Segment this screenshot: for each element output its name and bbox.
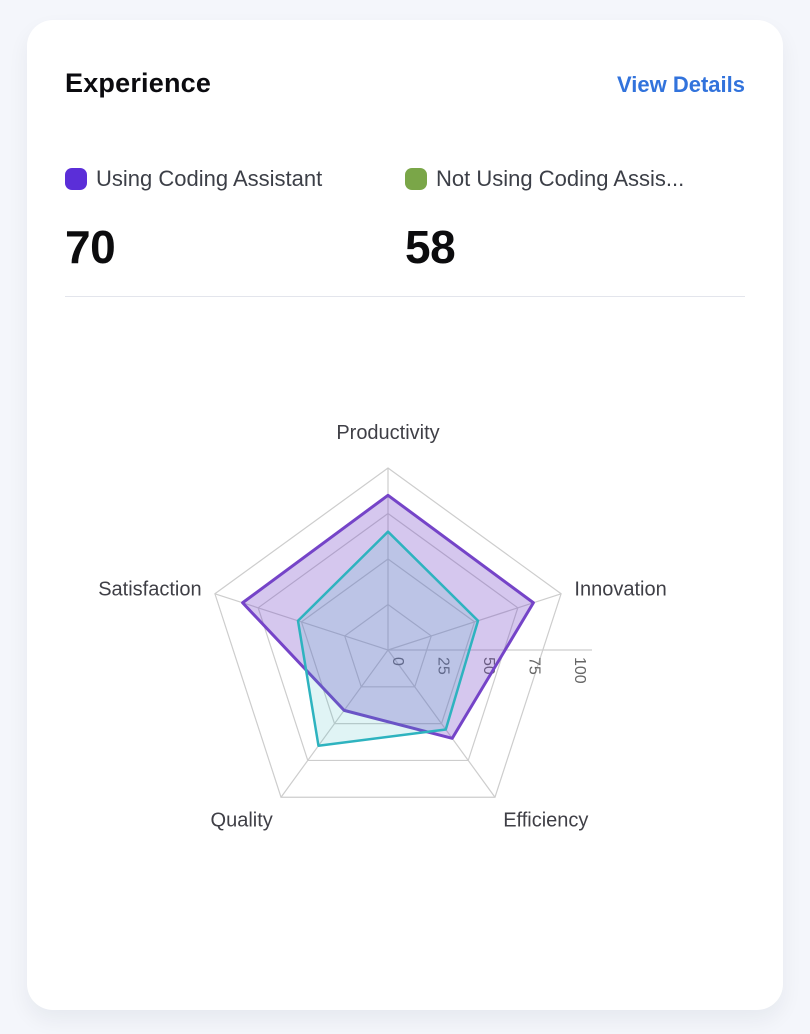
radar-axis-label-satisfaction: Satisfaction	[98, 578, 201, 600]
legend-item-using-coding-assistant: Using Coding Assistant 70	[65, 164, 405, 272]
divider	[65, 296, 745, 297]
radar-grid-ring	[344, 603, 432, 688]
legend-label: Using Coding Assistant	[96, 166, 323, 191]
legend-row: Using Coding Assistant	[65, 164, 405, 194]
radar-axis-label-quality: Quality	[211, 810, 273, 832]
radar-chart: 0255075100ProductivityInnovationEfficien…	[98, 422, 667, 832]
legend: Using Coding Assistant 70 Not Using Codi…	[65, 164, 745, 272]
legend-row: Not Using Coding Assis...	[405, 164, 745, 194]
legend-value: 70	[65, 221, 116, 273]
radar-grid-ring	[214, 467, 562, 798]
legend-item-not-using-coding-assistant: Not Using Coding Assis... 58	[405, 164, 745, 272]
legend-swatch-green	[405, 168, 427, 190]
radar-axis-label-innovation: Innovation	[574, 578, 666, 600]
view-details-link[interactable]: View Details	[617, 72, 745, 97]
legend-label: Not Using Coding Assis...	[436, 166, 685, 191]
radar-tick-label: 100	[571, 657, 588, 684]
legend-swatch-purple	[65, 168, 87, 190]
radar-grid-ring	[300, 558, 476, 725]
legend-value: 58	[405, 221, 456, 273]
radar-tick-label: 75	[526, 657, 543, 675]
radar-series-1	[296, 530, 480, 747]
experience-card: Experience View Details Using Coding Ass…	[27, 20, 783, 1010]
card-header: Experience View Details	[65, 66, 745, 100]
radar-grid-ring	[257, 512, 519, 762]
radar-axis-label-efficiency: Efficiency	[503, 810, 588, 832]
radar-tick-label: 25	[435, 657, 452, 675]
card-title: Experience	[65, 68, 212, 98]
radar-tick-label: 0	[389, 657, 406, 666]
chart-area: 0255075100ProductivityInnovationEfficien…	[27, 297, 783, 997]
radar-axis-label-productivity: Productivity	[336, 422, 439, 444]
